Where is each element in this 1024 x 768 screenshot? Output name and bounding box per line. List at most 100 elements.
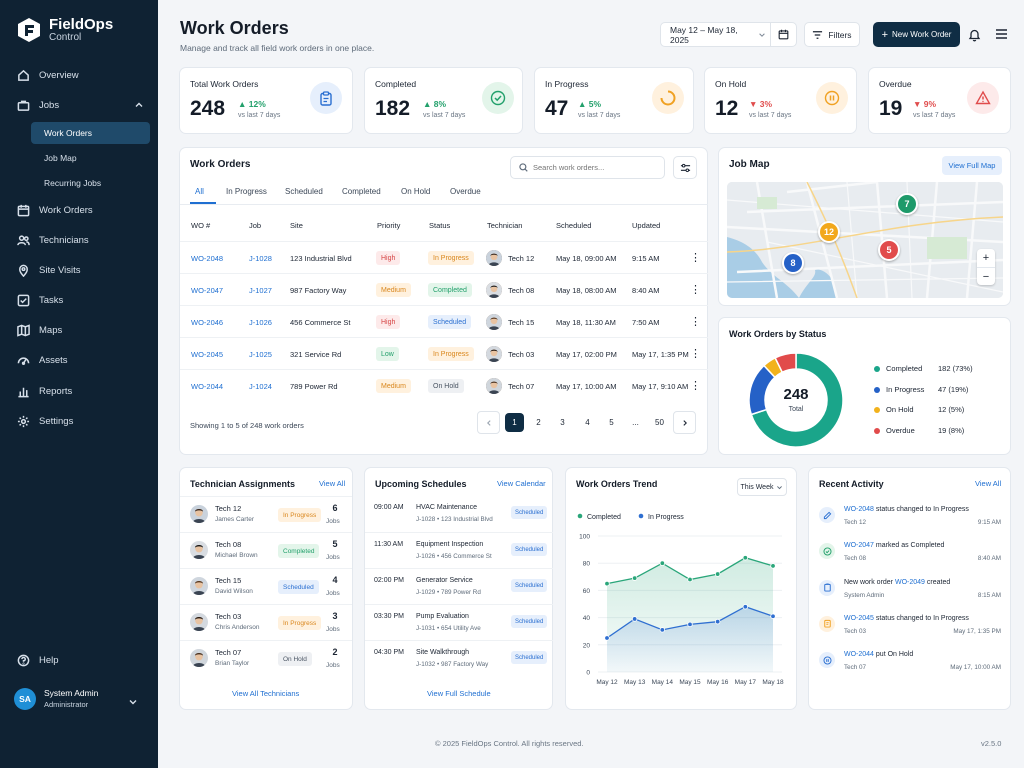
list-item[interactable]: Tech 15 David Wilson Scheduled 4 Jobs [180, 568, 352, 604]
nav-technicians[interactable]: Technicians [0, 228, 158, 252]
wo-number-link[interactable]: WO-2044 [191, 382, 224, 391]
map-pin[interactable]: 7 [896, 193, 918, 215]
user-menu[interactable]: SA System Admin Administrator [14, 688, 98, 710]
table-row[interactable]: WO-2046 J-1026 456 Commerce St High Schedule… [180, 305, 708, 337]
work-order-link[interactable]: WO-2047 [844, 542, 874, 550]
view-all-technicians-link[interactable]: View All Technicians [232, 689, 300, 698]
column-header[interactable]: Status [429, 221, 451, 230]
list-item[interactable]: 02:00 PM Generator Service J-1029 • 789 Po… [365, 568, 553, 604]
more-options-icon[interactable]: ⋮ [690, 316, 701, 328]
chevron-down-icon[interactable] [128, 697, 138, 707]
activity-item[interactable]: WO-2047 marked as Completed Tech 08 8:40 A… [809, 539, 1011, 575]
nav-settings[interactable]: Settings [0, 409, 158, 433]
table-row[interactable]: WO-2045 J-1025 321 Service Rd Low In Progres… [180, 337, 708, 369]
column-settings-button[interactable] [673, 156, 697, 179]
tab-completed[interactable]: Completed [342, 187, 381, 196]
data-point[interactable] [631, 575, 638, 581]
menu-icon[interactable] [995, 28, 1008, 40]
data-point[interactable] [687, 621, 693, 628]
subnav-work-orders[interactable]: Work Orders [31, 122, 150, 144]
more-options-icon[interactable]: ⋮ [690, 252, 701, 264]
prev-page-button[interactable] [477, 411, 500, 434]
nav-jobs[interactable]: Jobs [0, 93, 158, 117]
work-order-link[interactable]: WO-2048 [844, 506, 874, 513]
data-point[interactable] [687, 576, 693, 583]
page-3[interactable]: 3 [560, 418, 565, 427]
data-point[interactable] [659, 627, 666, 633]
list-item[interactable]: 04:30 PM Site Walkthrough J-1032 • 987 Fac… [365, 640, 553, 676]
tab-scheduled[interactable]: Scheduled [285, 187, 323, 196]
activity-item[interactable]: WO-2044 put On Hold Tech 07 May 17, 10:00 … [809, 648, 1011, 684]
map-canvas[interactable]: 7 12 5 8 + − [727, 182, 1003, 298]
job-link[interactable]: J-1028 [249, 254, 272, 263]
view-all-link[interactable]: View All [319, 479, 346, 488]
data-point[interactable] [770, 613, 776, 619]
column-header[interactable]: Technician [487, 221, 523, 230]
zoom-in-button[interactable]: + [982, 252, 990, 264]
next-page-button[interactable] [673, 411, 696, 434]
column-header[interactable]: Scheduled [556, 221, 592, 230]
column-header[interactable]: Updated [632, 221, 661, 230]
filters-button[interactable]: Filters [804, 22, 860, 47]
nav-help[interactable]: Help [0, 648, 158, 672]
job-link[interactable]: J-1026 [249, 318, 272, 327]
column-header[interactable]: Site [290, 221, 303, 230]
data-point[interactable] [659, 560, 666, 566]
work-order-link[interactable]: WO-2044 [844, 651, 874, 659]
donut-slice-completed[interactable] [750, 352, 844, 448]
tab-on-hold[interactable]: On Hold [401, 187, 431, 196]
nav-site-visits[interactable]: Site Visits [0, 258, 158, 282]
subnav-recurring-jobs[interactable]: Recurring Jobs [44, 178, 102, 188]
new-work-order-button[interactable]: + New Work Order [873, 22, 960, 47]
list-item[interactable]: 03:30 PM Pump Evaluation J-1031 • 654 Util… [365, 604, 553, 640]
nav-tasks[interactable]: Tasks [0, 288, 158, 312]
view-all-activity-link[interactable]: View All [975, 479, 1002, 488]
map-pin[interactable]: 8 [782, 252, 804, 274]
period-select[interactable]: This Week [737, 478, 787, 496]
activity-item[interactable]: WO-2045 status changed to In Progress Tec… [809, 612, 1011, 648]
subnav-job-map[interactable]: Job Map [44, 153, 77, 163]
data-point[interactable] [714, 571, 721, 577]
page-5[interactable]: 5 [609, 418, 614, 427]
search-input[interactable] [533, 163, 653, 172]
data-point[interactable] [631, 616, 638, 622]
job-link[interactable]: J-1025 [249, 350, 272, 359]
table-row[interactable]: WO-2048 J-1028 123 Industrial Blvd High In P… [180, 241, 708, 273]
data-point[interactable] [604, 580, 610, 587]
data-point[interactable] [770, 563, 776, 569]
calendar-button[interactable] [770, 22, 796, 47]
list-item[interactable]: Tech 03 Chris Anderson In Progress 3 Jobs [180, 604, 352, 640]
bell-icon[interactable] [968, 28, 981, 42]
map-pin[interactable]: 5 [878, 239, 900, 261]
wo-number-link[interactable]: WO-2048 [191, 254, 224, 263]
donut-slice-overdue[interactable] [774, 352, 797, 374]
page-1[interactable]: 1 [505, 413, 524, 432]
more-options-icon[interactable]: ⋮ [690, 380, 701, 392]
list-item[interactable]: 11:30 AM Equipment Inspection J-1026 • 456… [365, 532, 553, 568]
work-order-link[interactable]: WO-2049 [894, 578, 925, 586]
more-options-icon[interactable]: ⋮ [690, 348, 701, 360]
wo-number-link[interactable]: WO-2046 [191, 318, 224, 327]
view-calendar-link[interactable]: View Calendar [497, 479, 546, 488]
column-header[interactable]: Priority [377, 221, 401, 230]
view-full-schedule-link[interactable]: View Full Schedule [427, 689, 491, 698]
table-row[interactable]: WO-2047 J-1027 987 Factory Way Medium Comple… [180, 273, 708, 305]
table-row[interactable]: WO-2044 J-1024 789 Power Rd Medium On Hold Te… [180, 369, 708, 401]
search-box[interactable] [510, 156, 665, 179]
nav-work-orders[interactable]: Work Orders [0, 198, 158, 222]
nav-maps[interactable]: Maps [0, 318, 158, 342]
data-point[interactable] [604, 635, 610, 641]
more-options-icon[interactable]: ⋮ [690, 284, 701, 296]
job-link[interactable]: J-1024 [249, 382, 272, 391]
activity-item[interactable]: WO-2048 status changed to In Progress Tec… [809, 503, 1011, 539]
list-item[interactable]: Tech 12 James Carter In Progress 6 Jobs [180, 496, 352, 532]
page-2[interactable]: 2 [536, 418, 541, 427]
zoom-out-button[interactable]: − [977, 267, 995, 285]
tab-all[interactable]: All [195, 187, 204, 196]
data-point[interactable] [742, 604, 749, 610]
list-item[interactable]: 09:00 AM HVAC Maintenance J-1028 • 123 Ind… [365, 496, 553, 532]
tab-in-progress[interactable]: In Progress [226, 187, 267, 196]
page-50[interactable]: 50 [655, 418, 664, 427]
work-order-link[interactable]: WO-2045 [844, 614, 874, 622]
list-item[interactable]: Tech 08 Michael Brown Completed 5 Jobs [180, 532, 352, 568]
